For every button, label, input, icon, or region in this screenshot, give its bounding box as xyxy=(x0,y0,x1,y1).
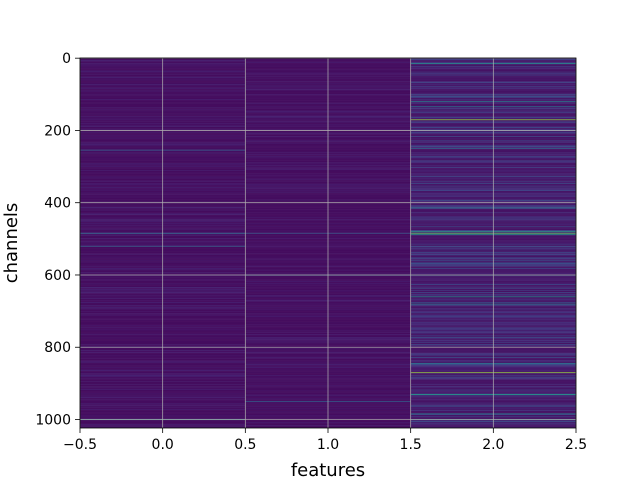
x-tick-label: 0.0 xyxy=(152,437,174,453)
x-tick-label: 1.5 xyxy=(400,437,422,453)
x-tick-label: 0.5 xyxy=(234,437,256,453)
y-axis-label: channels xyxy=(1,203,22,284)
x-axis-ticks: −0.5 0.0 0.5 1.0 1.5 2.0 2.5 xyxy=(63,428,587,453)
y-tick-label: 400 xyxy=(44,196,71,212)
y-tick-label: 0 xyxy=(62,51,71,67)
y-tick-label: 600 xyxy=(44,268,71,284)
y-tick-label: 1000 xyxy=(35,413,71,429)
x-tick-label: 2.0 xyxy=(482,437,504,453)
x-axis-label: features xyxy=(291,460,365,480)
x-tick-label: 1.0 xyxy=(317,437,339,453)
x-tick-label: −0.5 xyxy=(63,437,97,453)
x-tick-label: 2.5 xyxy=(565,437,587,453)
y-axis-ticks: 0 200 400 600 800 1000 xyxy=(35,51,80,429)
y-tick-label: 800 xyxy=(44,340,71,356)
y-tick-label: 200 xyxy=(44,123,71,139)
